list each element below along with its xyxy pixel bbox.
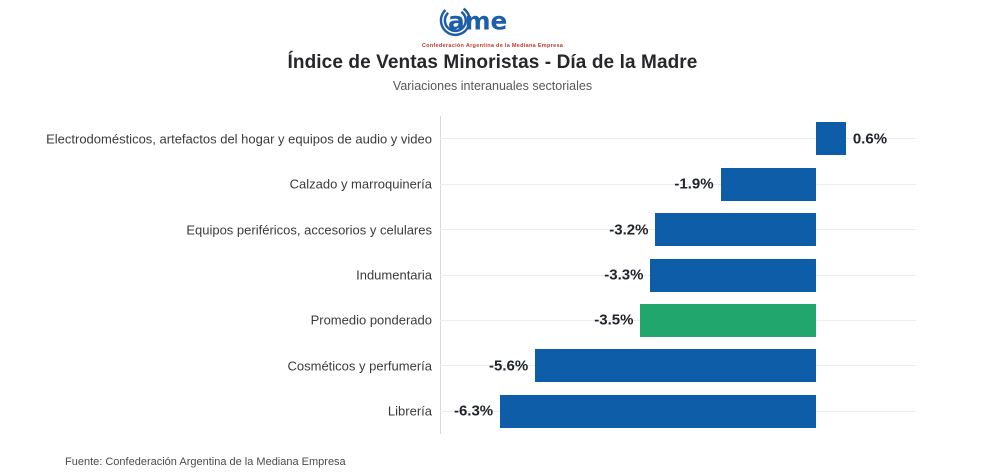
svg-text:ame: ame (447, 7, 506, 36)
came-logo-icon: ame (439, 4, 507, 37)
category-label: Indumentaria (356, 267, 432, 283)
bar-highlight (640, 303, 816, 337)
value-label: -3.2% (609, 221, 649, 239)
value-label: -1.9% (674, 175, 714, 193)
logo-tagline: Confederación Argentina de la Mediana Em… (421, 43, 564, 49)
plot-area: 0.6% -1.9% -3.2% -3.3% -3.5% -5.6% -6.3% (440, 116, 916, 434)
category-label: Promedio ponderado (310, 312, 432, 328)
bar (655, 213, 816, 247)
source-note: Fuente: Confederación Argentina de la Me… (65, 456, 346, 468)
chart-title: Índice de Ventas Minoristas - Día de la … (287, 52, 698, 73)
value-label: -5.6% (489, 357, 529, 375)
category-label: Electrodomésticos, artefactos del hogar … (46, 131, 432, 147)
category-labels: Electrodomésticos, artefactos del hogar … (0, 116, 432, 434)
gridline (440, 138, 916, 140)
category-label: Equipos periféricos, accesorios y celula… (186, 222, 432, 238)
bar (815, 122, 846, 156)
value-label: -3.3% (604, 266, 644, 284)
bar (500, 394, 816, 428)
bar (535, 349, 816, 383)
value-label: 0.6% (852, 130, 888, 148)
value-label: -3.5% (594, 311, 634, 329)
bar (720, 167, 816, 201)
category-label: Calzado y marroquinería (289, 176, 432, 192)
value-label: -6.3% (453, 402, 494, 420)
category-label: Cosméticos y perfumería (287, 358, 433, 374)
gridline (440, 183, 916, 185)
chart-subtitle: Variaciones interanuales sectoriales (392, 79, 593, 93)
category-label: Librería (387, 403, 432, 419)
bar (650, 258, 816, 292)
came-logo: ame Confederación Argentina de la Median… (0, 3, 985, 49)
